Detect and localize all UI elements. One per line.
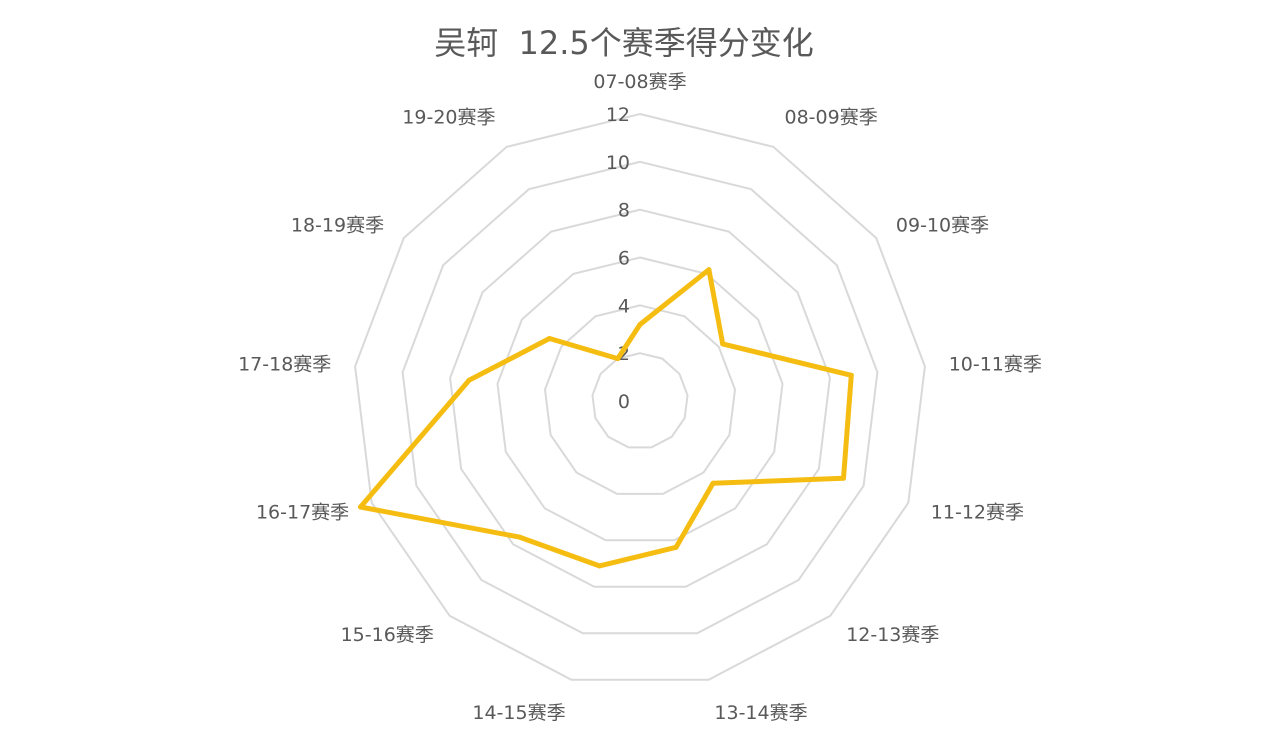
- category-label: 19-20赛季: [402, 107, 495, 129]
- data-point: [710, 480, 716, 486]
- tick-label: 10: [606, 152, 630, 174]
- tick-label: 6: [618, 248, 630, 270]
- data-point: [466, 377, 472, 383]
- data-point: [706, 267, 712, 273]
- data-point: [673, 544, 679, 550]
- tick-label: 0: [618, 391, 630, 413]
- grid-ring-10: [401, 160, 879, 635]
- data-point: [596, 563, 602, 569]
- data-point: [358, 504, 363, 510]
- category-label: 15-16赛季: [341, 624, 434, 646]
- category-label: 08-09赛季: [785, 107, 878, 129]
- series-layer: [358, 267, 854, 569]
- chart-title: 吴轲 12.5个赛季得分变化: [434, 24, 814, 62]
- data-point: [848, 372, 854, 378]
- category-labels: 07-08赛季 08-09赛季 09-10赛季 10-11赛季 11-12赛季 12-13…: [238, 71, 1042, 724]
- category-label: 11-12赛季: [931, 501, 1024, 523]
- data-point: [637, 322, 643, 327]
- data-point: [517, 534, 522, 540]
- grid-ring-2: [591, 352, 689, 449]
- data-point: [547, 336, 552, 341]
- category-label: 07-08赛季: [593, 71, 686, 93]
- category-label: 16-17赛季: [256, 501, 349, 523]
- data-point: [841, 475, 846, 481]
- category-label: 17-18赛季: [238, 354, 331, 376]
- data-point: [720, 341, 726, 347]
- category-label: 09-10赛季: [896, 214, 989, 236]
- category-label: 14-15赛季: [472, 702, 565, 724]
- data-point: [615, 356, 621, 362]
- series-line: [358, 267, 854, 569]
- tick-label: 4: [618, 295, 630, 317]
- category-label: 10-11赛季: [949, 354, 1042, 376]
- grid-ring-6: [496, 256, 784, 542]
- grid-ring-8: [449, 208, 831, 588]
- category-label: 13-14赛季: [714, 702, 807, 724]
- grid-ring-4: [543, 304, 737, 495]
- tick-label: 12: [606, 104, 630, 126]
- grid-layer: [354, 112, 926, 681]
- category-label: 18-19赛季: [291, 214, 384, 236]
- grid-ring-12: [354, 112, 926, 681]
- tick-label: 8: [618, 200, 630, 222]
- category-label: 12-13赛季: [846, 624, 939, 646]
